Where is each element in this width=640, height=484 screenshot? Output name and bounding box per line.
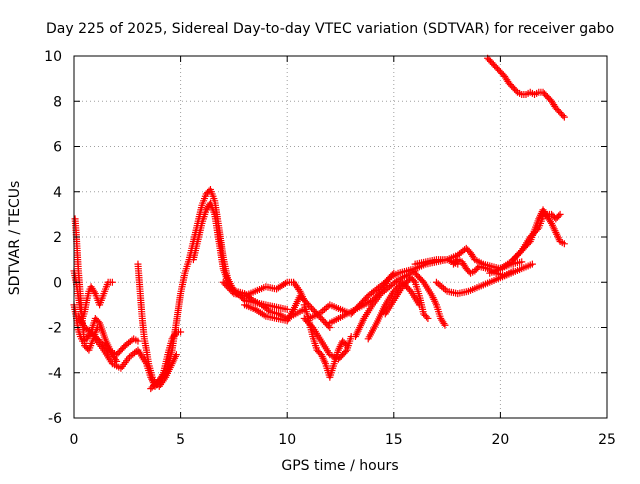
data-point <box>555 212 563 220</box>
x-axis-label: GPS time / hours <box>281 458 398 474</box>
series-sat-q-drop-2 <box>381 274 432 322</box>
data-point <box>94 317 102 325</box>
data-point <box>239 295 247 303</box>
data-point <box>219 278 227 286</box>
y-tick-label: 2 <box>53 230 62 246</box>
x-tick-label: 20 <box>491 432 509 448</box>
y-tick-label: -6 <box>48 411 62 427</box>
grid-lines <box>74 56 607 418</box>
series-sat-r-drop-3 <box>411 269 449 329</box>
data-point <box>518 258 526 266</box>
data-point <box>528 260 536 268</box>
data-point <box>559 112 567 120</box>
data-point <box>264 306 272 314</box>
series-sat-l-dip12-2 <box>300 314 355 363</box>
data-points <box>70 54 568 393</box>
series-sat-u-loop <box>449 256 517 279</box>
axes: 0 5 10 15 20 25 -6 -4 -2 0 2 4 6 8 10 <box>44 49 616 448</box>
y-tick-label: 4 <box>53 185 62 201</box>
data-point <box>512 87 520 95</box>
chart-title: Day 225 of 2025, Sidereal Day-to-day VTE… <box>46 21 614 37</box>
data-point <box>422 313 430 321</box>
data-point <box>410 277 418 285</box>
data-point <box>306 302 314 310</box>
data-point <box>224 283 232 291</box>
data-point <box>158 372 166 380</box>
data-point <box>225 285 233 293</box>
data-point <box>320 317 328 325</box>
data-point <box>560 240 568 248</box>
data-point <box>323 320 331 328</box>
y-tick-label: 8 <box>53 94 62 110</box>
data-point <box>221 280 229 288</box>
data-point <box>134 337 142 345</box>
data-point <box>308 304 316 312</box>
data-point <box>149 376 157 384</box>
data-point <box>154 377 162 385</box>
data-point <box>441 321 449 329</box>
x-tick-label: 0 <box>70 432 79 448</box>
data-point <box>157 374 165 382</box>
data-point <box>155 376 163 384</box>
data-point <box>93 324 101 331</box>
y-tick-label: -2 <box>48 321 62 337</box>
y-tick-label: 10 <box>44 49 62 65</box>
x-tick-label: 15 <box>385 432 403 448</box>
y-tick-label: -4 <box>48 366 62 382</box>
data-point <box>108 278 116 286</box>
data-point <box>509 267 517 275</box>
data-point <box>309 306 317 314</box>
data-point <box>227 286 235 294</box>
series-sat-p-drop <box>364 278 423 343</box>
data-point <box>440 320 448 328</box>
data-point <box>547 218 555 226</box>
series-sat-s-late <box>411 244 526 273</box>
y-tick-label: 0 <box>53 275 62 291</box>
data-point <box>424 314 432 322</box>
data-point <box>160 370 168 378</box>
y-tick-label: 6 <box>53 140 62 156</box>
data-point <box>283 305 291 313</box>
y-axis-label: SDTVAR / TECUs <box>7 181 23 296</box>
data-point <box>222 281 230 289</box>
data-point <box>318 315 326 323</box>
series-sat-w-late-4 <box>509 210 564 264</box>
x-tick-label: 10 <box>278 432 296 448</box>
x-tick-label: 25 <box>598 432 616 448</box>
data-point <box>533 225 541 233</box>
data-point <box>392 277 400 285</box>
data-point <box>247 295 255 303</box>
x-tick-label: 5 <box>176 432 185 448</box>
data-point <box>560 113 568 121</box>
data-point <box>556 210 564 218</box>
data-point <box>228 288 236 296</box>
data-point <box>341 348 349 356</box>
data-point <box>90 288 98 296</box>
series-sat-o-bump <box>351 267 419 341</box>
